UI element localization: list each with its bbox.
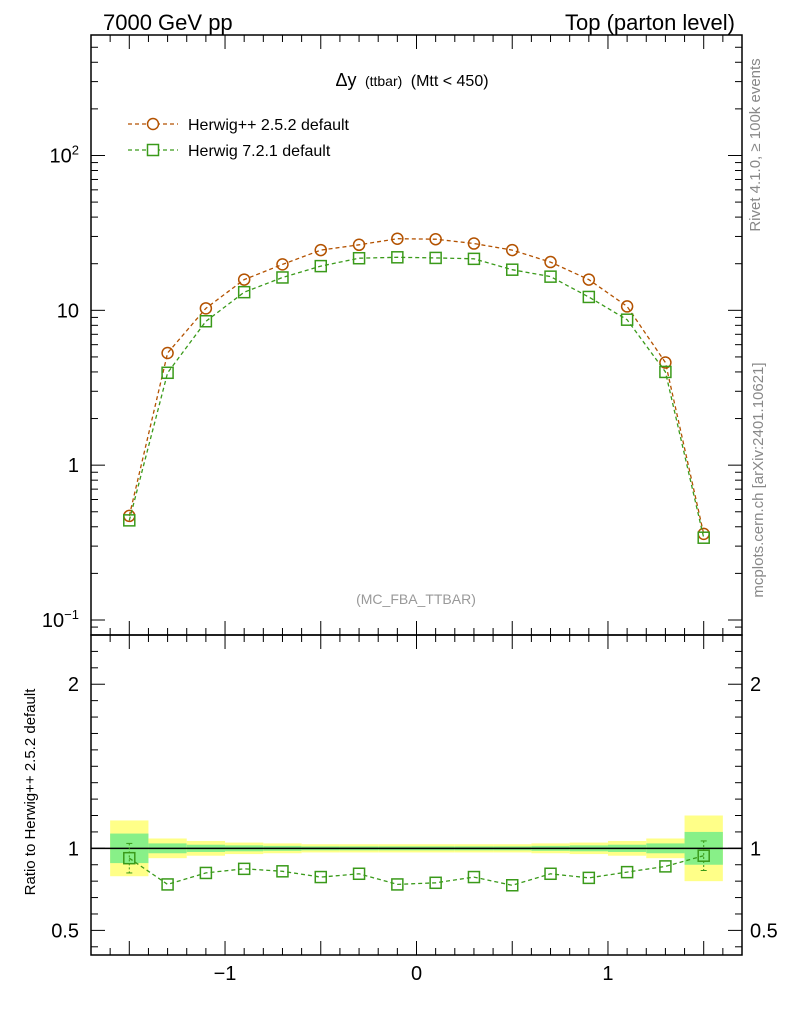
ratio-herwig7-point [161,878,174,891]
ratio-ytick-label-right: 2 [750,674,761,696]
herwigpp-point [199,302,213,315]
main-title-rest: (Mtt < 450) [411,73,489,90]
main-ytick-base: 1 [68,455,79,477]
herwigpp-point [620,300,634,313]
ratio-herwig7-point [582,871,596,885]
ratio-xtick-label: −1 [214,963,237,985]
herwig7-point [161,366,174,380]
legend: Herwig++ 2.5.2 default Herwig 7.2.1 defa… [128,117,350,160]
herwig7-point [276,271,289,284]
herwig7-point [314,259,328,273]
ratio-herwig7-point [123,851,136,865]
ratio-herwig7-point [544,867,557,881]
main-series [123,232,710,544]
main-ytick-base: 10 [42,610,64,632]
main-title: Δy (ttbar) (Mtt < 450) [335,70,488,90]
legend-item-herwig7: Herwig 7.2.1 default [128,143,331,160]
ratio-xtick-label: 1 [602,963,613,985]
mcplots-label: mcplots.cern.ch [arXiv:2401.10621] [750,362,767,597]
herwig7-line [128,256,705,538]
herwig7-point [620,313,634,326]
main-ytick-label: 10 [57,300,79,322]
ratio-ytick-label: 1 [68,838,79,860]
main-ytick-label: 1 [68,455,79,477]
ratio-herwig7-point [697,849,710,862]
main-ytick-exp: 2 [72,142,79,157]
ratio-herwig7-point [352,867,366,881]
main-ytick-label: 102 [50,142,79,167]
legend-marker-circle [146,117,160,131]
herwig7-point [429,251,442,265]
herwig7-point [582,290,596,304]
legend-marker-square [146,143,160,157]
herwig7-point [391,251,404,264]
herwigpp-point [429,232,442,246]
herwig7-point [659,365,672,379]
ratio-x-axis: −1 0 1 [90,35,743,985]
herwigpp-point [314,243,328,257]
herwigpp-point [697,527,710,541]
herwig7-point [352,251,366,265]
ratio-herwig7-point [620,865,634,879]
main-panel: Δy (ttbar) (Mtt < 450) (MC_FBA_TTBAR) 10… [42,34,743,636]
header-left: 7000 GeV pp [103,10,233,35]
herwigpp-point [352,238,366,252]
herwig7-point [199,315,213,328]
herwig7-point [237,285,251,299]
herwigpp-point [237,273,251,286]
ratio-herwig7-point [391,878,404,891]
ratio-y-axis: 0.5 0.5 1 1 2 2 [51,650,778,948]
ratio-xtick-label: 0 [411,963,422,985]
main-ytick-base: 10 [57,300,79,322]
ratio-herwig7-point [505,879,519,892]
legend-label-herwigpp: Herwig++ 2.5.2 default [188,117,350,134]
ratio-herwig7-point [659,860,672,873]
herwigpp-point [659,356,672,369]
ratio-herwig7-point [237,862,251,876]
ratio-herwig7-point [276,865,289,878]
ratio-herwig7-point [429,876,442,890]
herwigpp-point [544,255,557,269]
herwigpp-point [161,346,174,360]
header-right: Top (parton level) [565,10,735,35]
main-title-small: (ttbar) [365,73,402,89]
herwigpp-point [391,232,404,245]
ratio-frame [90,634,743,956]
ratio-herwig7-point [314,870,328,884]
herwigpp-point [467,237,481,250]
ratio-ylabel: Ratio to Herwig++ 2.5.2 default [22,688,39,896]
herwig7-point [467,252,481,266]
ratio-herwig7-point [199,866,213,880]
ratio-ytick-label: 2 [68,674,79,696]
ratio-series [123,840,710,892]
herwigpp-point [582,273,596,286]
herwig7-point [123,514,136,527]
rivet-label: Rivet 4.1.0, ≥ 100k events [747,58,764,231]
herwigpp-point [276,258,289,271]
herwig7-point [697,531,710,544]
ratio-ytick-label: 0.5 [51,920,79,942]
ratio-panel: 0.5 0.5 1 1 2 2 −1 0 1 Ratio to Herwig++ 2.5.2 … [22,35,778,985]
ratio-ytick-label-right: 1 [750,838,761,860]
herwig7-point [505,263,519,276]
ratio-ytick-label-right: 0.5 [750,920,778,942]
legend-label-herwig7: Herwig 7.2.1 default [188,143,331,160]
ratio-herwig7-line [128,855,704,886]
main-ytick-base: 10 [50,145,72,167]
herwigpp-line [128,238,705,535]
ratio-herwig7-point [467,870,481,884]
legend-item-herwigpp: Herwig++ 2.5.2 default [128,117,350,134]
herwigpp-point [505,243,519,257]
main-ytick-label: 10−1 [42,607,79,632]
main-title-symbol: Δy [335,70,356,90]
herwig7-point [544,270,557,283]
watermark: (MC_FBA_TTBAR) [356,591,476,607]
main-ytick-exp: −1 [64,607,79,622]
